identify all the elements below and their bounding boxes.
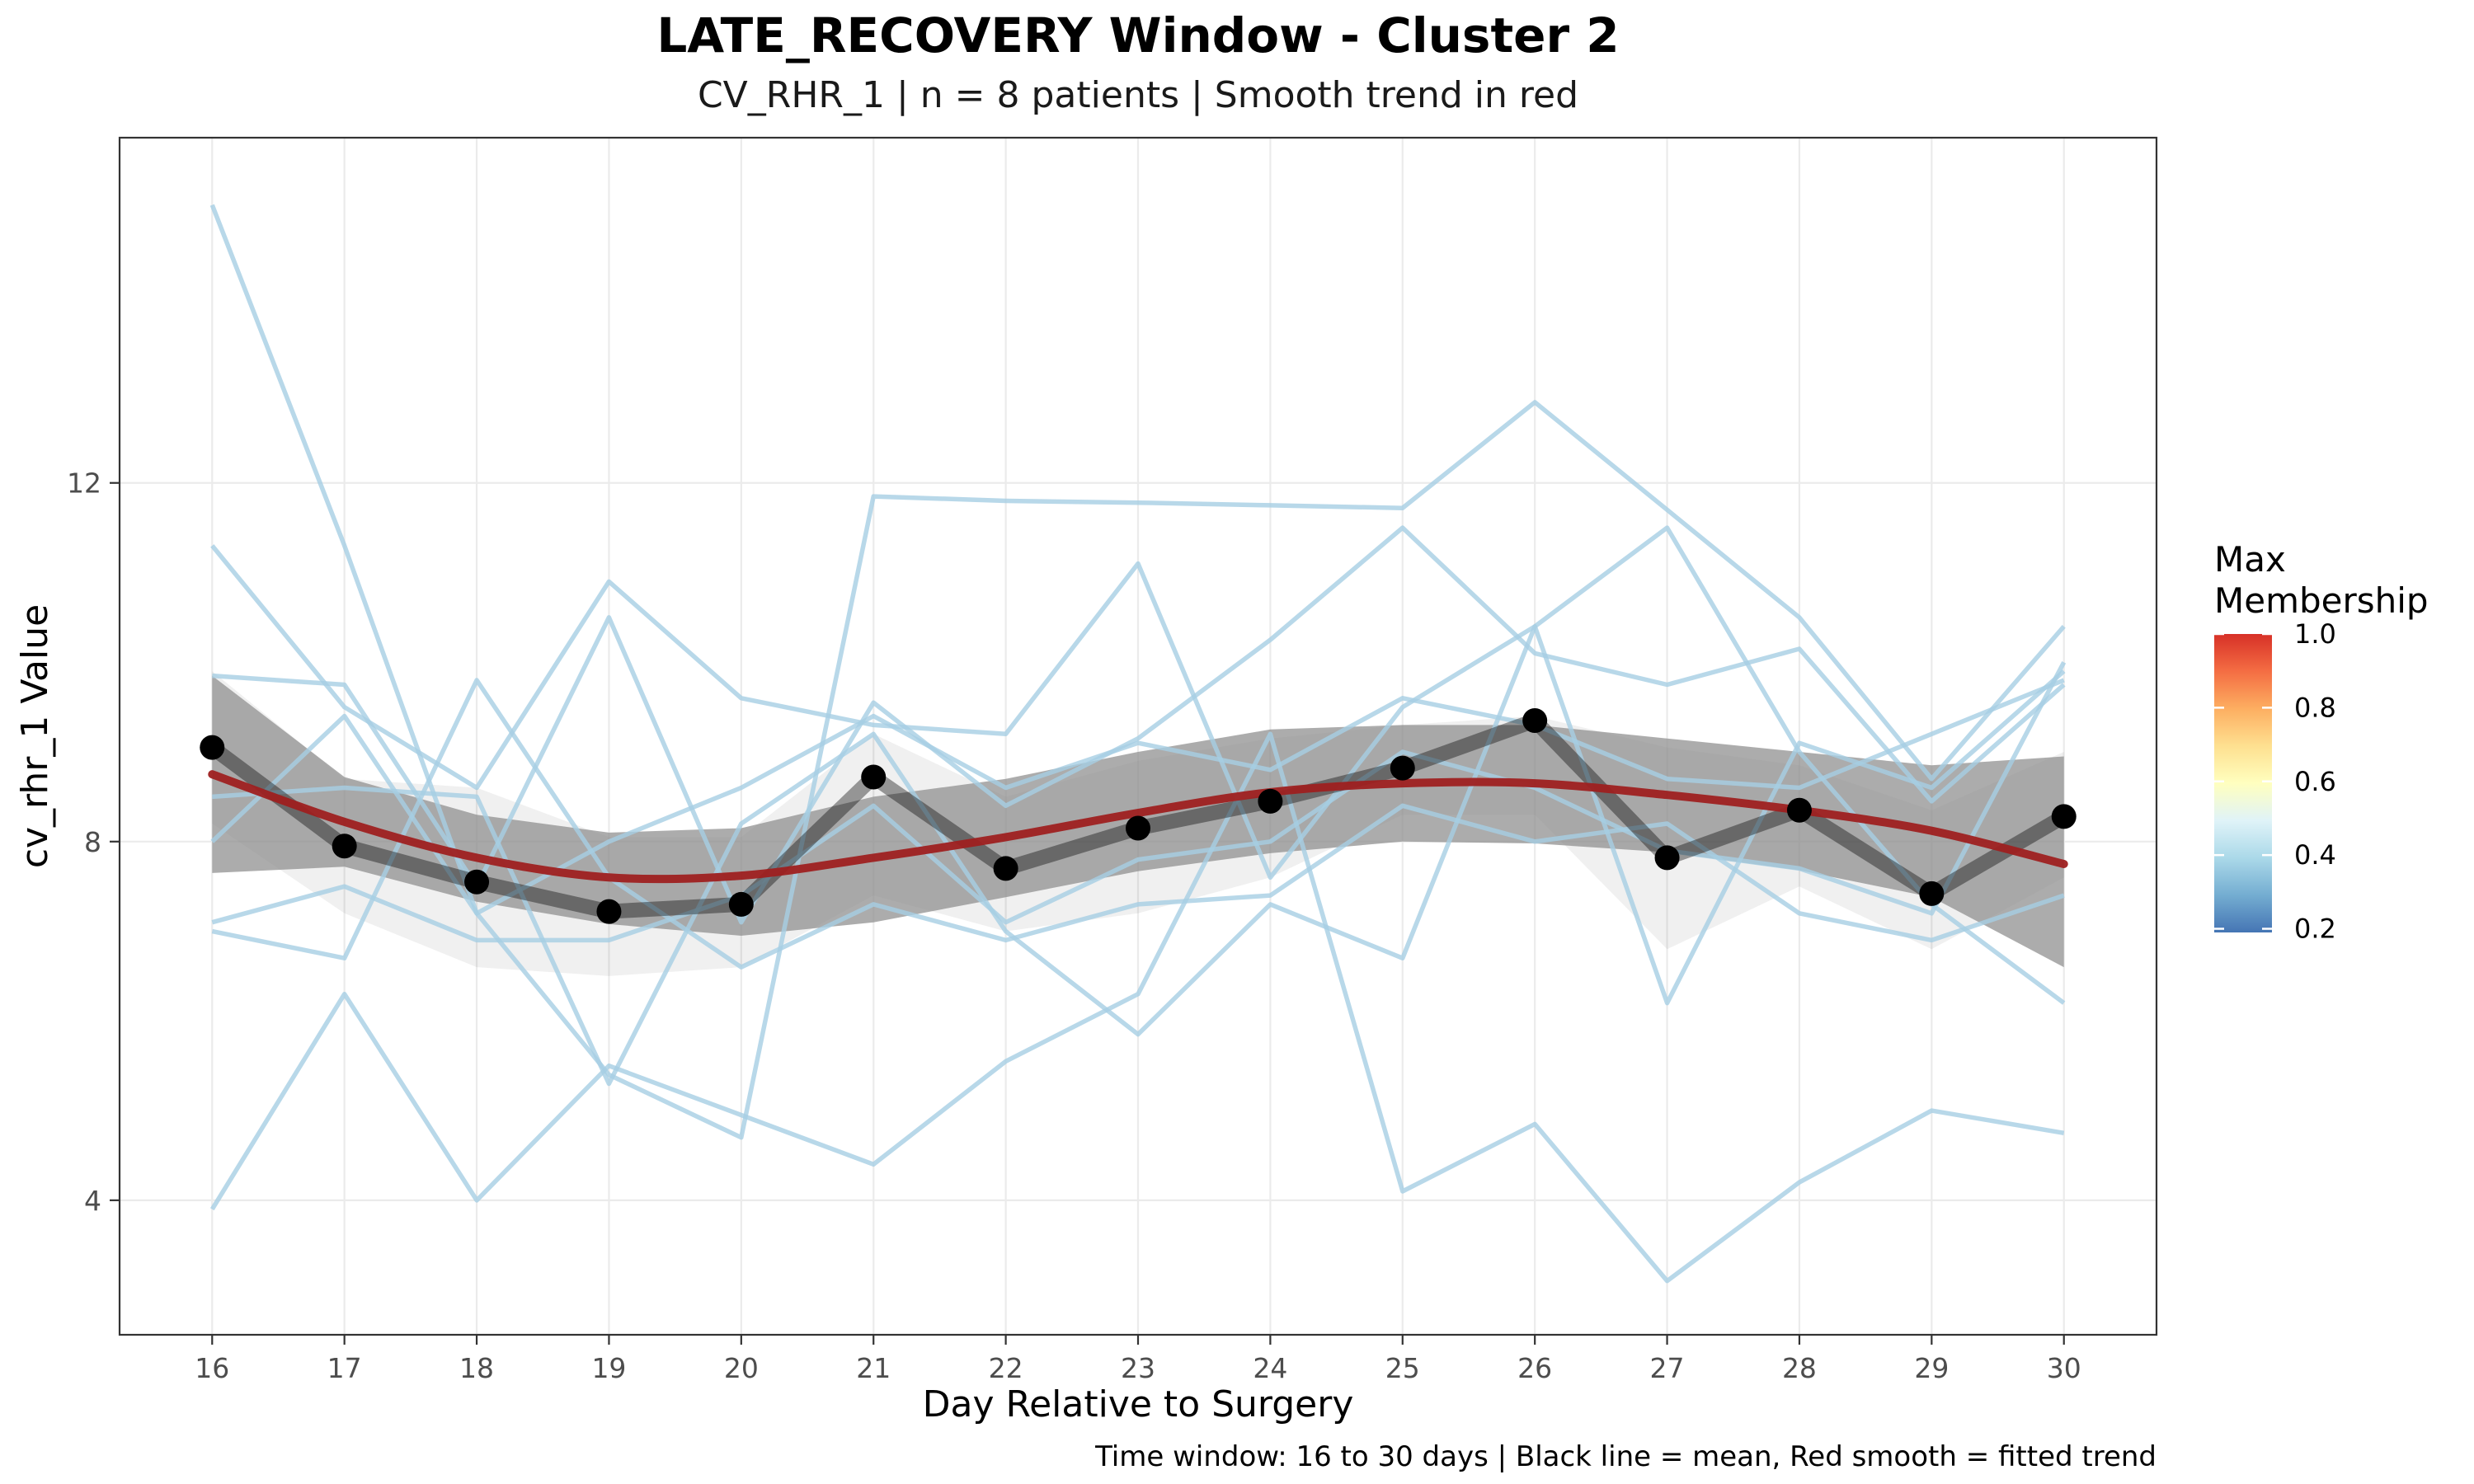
x-tick-label: 23 xyxy=(1121,1352,1155,1384)
smooth-trend-line xyxy=(208,770,2068,884)
patient-line xyxy=(211,678,2065,970)
x-tick-label: 28 xyxy=(1782,1352,1817,1384)
mean-point xyxy=(1258,788,1283,814)
legend-title: Max Membership xyxy=(2214,539,2429,621)
patient-line xyxy=(210,544,2066,1006)
x-tick-label: 22 xyxy=(989,1352,1023,1384)
mean-point xyxy=(1522,707,1548,733)
x-tick-label: 24 xyxy=(1253,1352,1287,1384)
mean-point xyxy=(2051,804,2077,829)
chart-caption: Time window: 16 to 30 days | Black line … xyxy=(1094,1440,2157,1473)
legend: Max Membership 1.0 0.8 0.6 0.4 0.2 xyxy=(2214,539,2429,945)
chart-title: LATE_RECOVERY Window - Cluster 2 xyxy=(656,7,1619,63)
mean-point xyxy=(1126,815,1150,841)
x-axis: 16 17 18 19 20 21 22 23 24 25 26 27 28 29 30 xyxy=(195,1335,2081,1384)
patient-line xyxy=(211,661,2067,943)
patient-line xyxy=(209,731,2065,1284)
y-tick-label: 8 xyxy=(84,826,101,858)
legend-label: 0.2 xyxy=(2294,913,2336,945)
x-tick-label: 18 xyxy=(459,1352,494,1384)
x-tick-label: 20 xyxy=(724,1352,759,1384)
x-tick-label: 16 xyxy=(195,1352,229,1384)
mean-point xyxy=(993,856,1018,881)
y-axis: 4 8 12 xyxy=(67,467,120,1217)
legend-ticks: 1.0 0.8 0.6 0.4 0.2 xyxy=(2214,618,2336,945)
mean-point xyxy=(332,834,357,859)
mean-point xyxy=(728,891,754,917)
x-tick-label: 21 xyxy=(856,1352,891,1384)
x-tick-label: 27 xyxy=(1650,1352,1685,1384)
patient-line xyxy=(212,525,2066,925)
legend-colorbar xyxy=(2214,634,2272,932)
x-axis-title: Day Relative to Surgery xyxy=(923,1383,1354,1425)
smooth-trend xyxy=(208,770,2068,884)
mean-point xyxy=(861,764,887,790)
mean-point xyxy=(200,735,225,760)
mean-point xyxy=(1919,881,1945,906)
mean-points xyxy=(200,707,2077,924)
mean-point xyxy=(596,899,622,924)
legend-label: 1.0 xyxy=(2294,618,2336,650)
mean-point xyxy=(464,869,490,895)
patient-lines xyxy=(209,204,2067,1284)
x-tick-label: 29 xyxy=(1914,1352,1949,1384)
patient-line xyxy=(209,204,2066,1140)
legend-label: 0.8 xyxy=(2294,692,2336,723)
x-tick-label: 26 xyxy=(1517,1352,1552,1384)
x-tick-label: 17 xyxy=(327,1352,362,1384)
legend-label: 0.6 xyxy=(2294,766,2336,797)
y-tick-label: 4 xyxy=(84,1185,101,1217)
patient-line xyxy=(212,525,2066,1087)
mean-point xyxy=(1654,845,1680,871)
mean-point xyxy=(1786,797,1812,823)
x-tick-label: 25 xyxy=(1385,1352,1420,1384)
chart-subtitle: CV_RHR_1 | n = 8 patients | Smooth trend… xyxy=(698,74,1578,116)
legend-title-line: Max xyxy=(2214,539,2286,580)
legend-label: 0.4 xyxy=(2294,839,2336,871)
mean-point xyxy=(1390,755,1415,781)
y-tick-label: 12 xyxy=(67,467,101,500)
x-tick-label: 30 xyxy=(2047,1352,2081,1384)
x-tick-label: 19 xyxy=(591,1352,626,1384)
legend-title-line: Membership xyxy=(2214,580,2429,621)
y-axis-title: cv_rhr_1 Value xyxy=(14,604,56,868)
